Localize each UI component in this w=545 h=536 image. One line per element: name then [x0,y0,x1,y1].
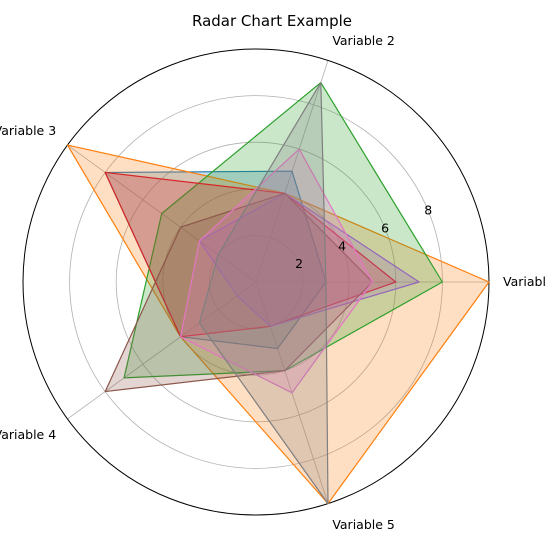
axis-label-1: Variable 1 [503,274,545,289]
axis-label-5: Variable 5 [332,517,395,532]
series-6-polygon [104,192,374,393]
series-3-polygon [123,81,443,379]
r-tick-label-3: 6 [381,221,389,236]
axis-label-2: Variable 2 [332,33,395,48]
series-4-polygon [104,171,397,338]
label-layer: 2 4 6 8 Variable 1 Variable 2 Variable 3 Variab… [0,33,545,532]
r-tick-label-2: 4 [338,238,346,253]
axis-label-3: Variable 3 [0,123,56,138]
r-tick-label-4: 8 [424,203,432,218]
axis-label-4: Variable 4 [0,427,56,442]
r-tick-label-1: 2 [295,256,303,271]
spoke-4 [67,281,257,420]
chart-title: Radar Chart Example [192,12,352,30]
series-8-polygon [198,81,329,505]
series-layer [66,81,490,505]
